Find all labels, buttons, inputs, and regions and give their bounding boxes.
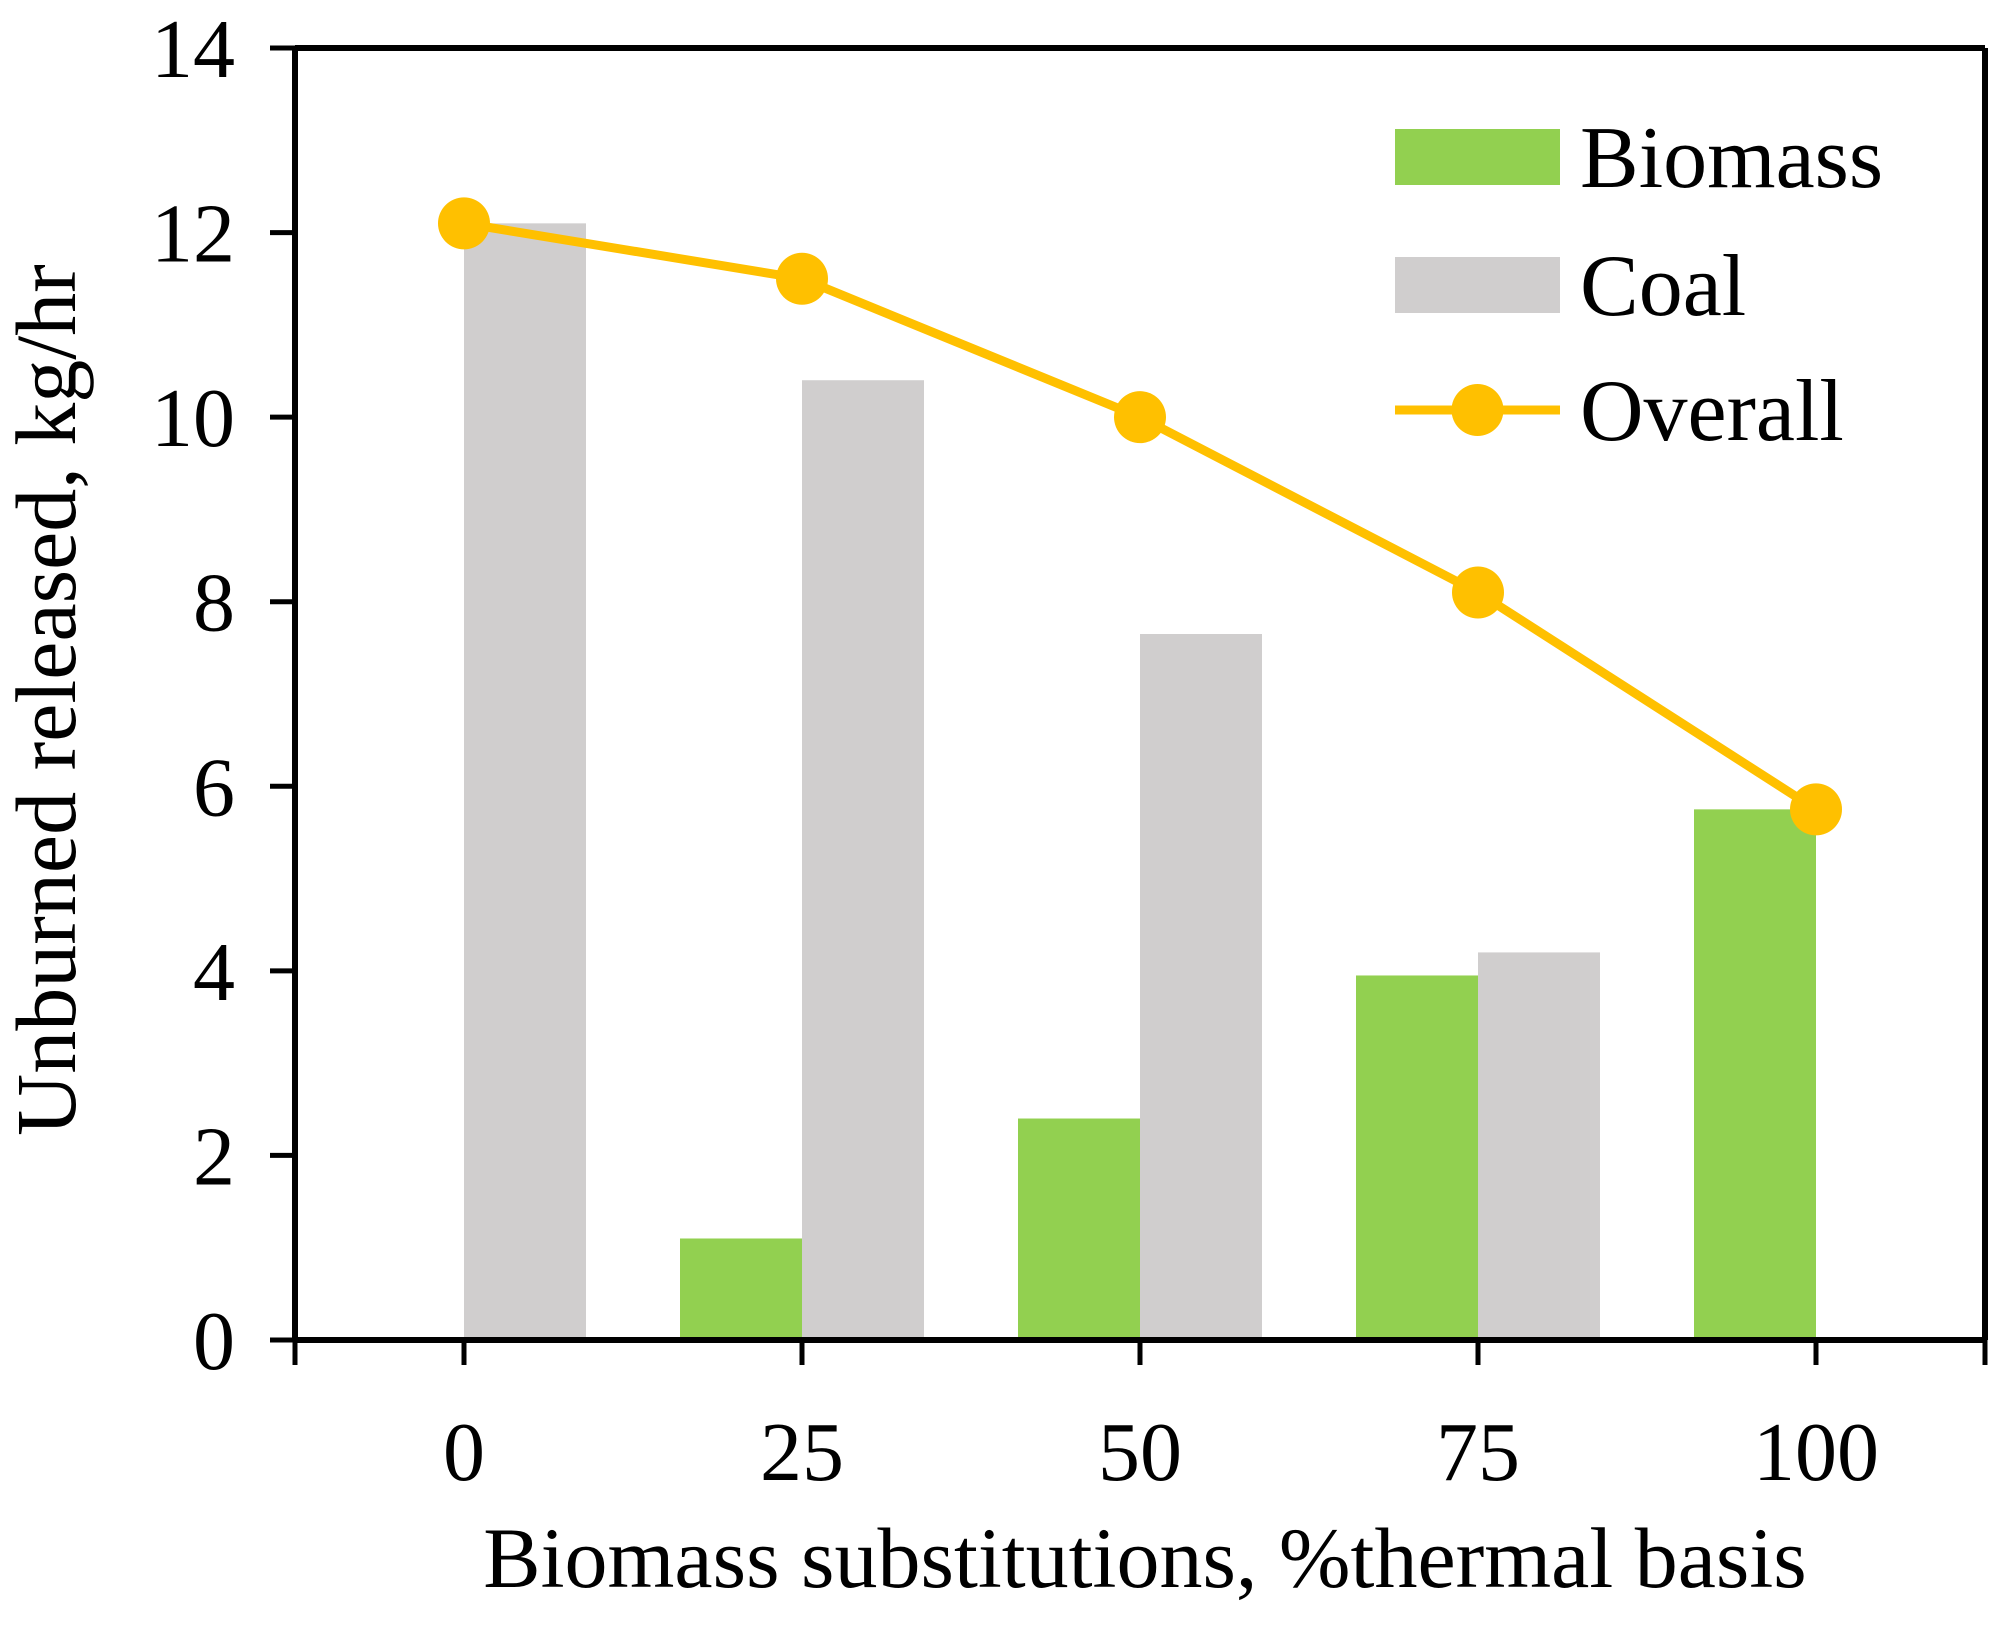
y-tick-label-8: 8 — [193, 557, 235, 650]
x-tick-label-0: 0 — [443, 1406, 485, 1499]
legend-label-overall: Overall — [1580, 363, 1844, 460]
bar-coal-25 — [802, 380, 924, 1340]
bars-layer — [464, 223, 1816, 1340]
x-tick-label-75: 75 — [1436, 1406, 1520, 1499]
legend-marker-overall — [1451, 384, 1504, 436]
x-tick-label-25: 25 — [760, 1406, 844, 1499]
y-axis-title: Unburned released, kg/hr — [0, 264, 94, 1136]
y-tick-label-6: 6 — [193, 741, 235, 834]
point-overall-75 — [1452, 566, 1504, 619]
y-tick-label-10: 10 — [151, 372, 235, 465]
point-overall-25 — [776, 252, 828, 305]
y-tick-label-2: 2 — [193, 1110, 235, 1203]
x-tick-label-50: 50 — [1098, 1406, 1182, 1499]
bar-biomass-25 — [680, 1238, 802, 1340]
x-tick-label-100: 100 — [1753, 1406, 1879, 1499]
bar-coal-50 — [1140, 634, 1262, 1340]
legend-label-coal: Coal — [1580, 238, 1746, 335]
bar-coal-0 — [464, 223, 586, 1340]
point-overall-50 — [1114, 391, 1166, 444]
y-tick-label-4: 4 — [193, 926, 235, 1019]
legend-label-biomass: Biomass — [1580, 110, 1883, 207]
legend-swatch-coal — [1395, 257, 1560, 313]
legend-swatch-biomass — [1395, 129, 1560, 185]
bar-biomass-50 — [1018, 1118, 1140, 1340]
line-layer — [438, 197, 1842, 836]
y-tick-label-14: 14 — [151, 3, 235, 96]
point-overall-0 — [438, 197, 490, 250]
ticks-layer: 0 2 4 6 8 10 12 14 0 25 50 75 100 — [151, 3, 1988, 1499]
point-overall-100 — [1790, 783, 1842, 836]
bar-biomass-75 — [1356, 975, 1478, 1340]
bar-biomass-100 — [1694, 809, 1816, 1340]
legend: Biomass Coal Overall — [1395, 110, 1883, 460]
x-axis-title: Biomass substitutions, %thermal basis — [483, 1510, 1806, 1606]
y-tick-label-12: 12 — [151, 188, 235, 281]
y-tick-label-0: 0 — [193, 1295, 235, 1388]
bar-coal-75 — [1478, 952, 1600, 1340]
